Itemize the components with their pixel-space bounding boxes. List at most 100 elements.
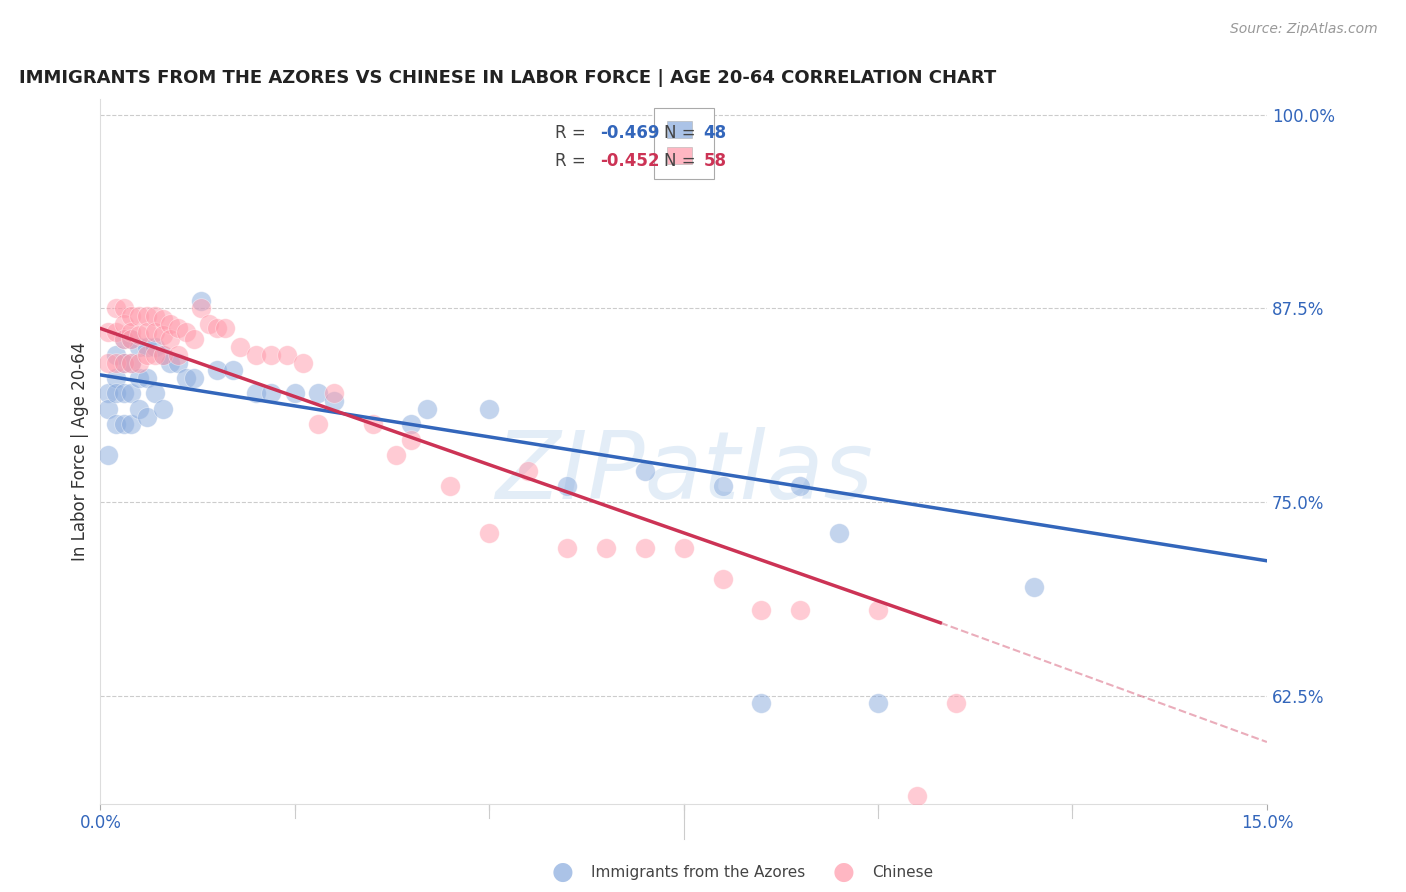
Point [174, 371, 197, 385]
Point [143, 325, 166, 339]
Point [152, 348, 174, 362]
Text: N =: N = [664, 124, 700, 142]
Point [905, 789, 928, 804]
Point [868, 696, 890, 710]
Point [120, 386, 142, 401]
Point [711, 479, 734, 493]
Point [97, 402, 120, 417]
Point [789, 603, 811, 617]
Point [120, 355, 142, 369]
Point [120, 325, 142, 339]
Point [128, 371, 150, 385]
Point [401, 417, 423, 432]
Point [307, 417, 329, 432]
Point [789, 479, 811, 493]
Point [245, 386, 267, 401]
Point [260, 386, 283, 401]
Point [104, 348, 127, 362]
Point [478, 525, 501, 540]
Point [183, 371, 205, 385]
Text: Source: ZipAtlas.com: Source: ZipAtlas.com [1230, 22, 1378, 37]
Point [152, 402, 174, 417]
Point [167, 321, 190, 335]
Point [136, 309, 159, 323]
Point [136, 371, 159, 385]
Text: Chinese: Chinese [872, 865, 932, 880]
Point [152, 348, 174, 362]
Point [120, 309, 142, 323]
Point [174, 325, 197, 339]
Point [517, 464, 540, 478]
Point [167, 355, 190, 369]
Point [97, 449, 120, 463]
Text: ●: ● [551, 861, 574, 884]
Point [945, 696, 967, 710]
Point [595, 541, 617, 556]
Point [97, 386, 120, 401]
Point [478, 402, 501, 417]
Point [120, 332, 142, 346]
Point [120, 332, 142, 346]
Point [143, 386, 166, 401]
Point [276, 348, 298, 362]
Point [205, 321, 228, 335]
Text: -0.452: -0.452 [599, 152, 659, 170]
Text: R =: R = [555, 152, 592, 170]
Text: ZIPatlas: ZIPatlas [495, 427, 873, 518]
Point [183, 332, 205, 346]
Point [751, 603, 773, 617]
Point [214, 321, 236, 335]
Point [221, 363, 243, 377]
Point [751, 696, 773, 710]
Point [120, 355, 142, 369]
Point [416, 402, 439, 417]
Point [634, 464, 657, 478]
Point [868, 603, 890, 617]
Point [152, 327, 174, 342]
Point [143, 340, 166, 354]
Point [245, 348, 267, 362]
Point [128, 340, 150, 354]
Text: ●: ● [832, 861, 855, 884]
Point [136, 340, 159, 354]
Point [112, 355, 135, 369]
Point [128, 327, 150, 342]
Point [190, 301, 212, 316]
Point [104, 301, 127, 316]
Point [307, 386, 329, 401]
Point [112, 317, 135, 331]
Point [112, 332, 135, 346]
Point [634, 541, 657, 556]
Point [322, 394, 344, 409]
Point [97, 325, 120, 339]
Point [104, 355, 127, 369]
Text: IMMIGRANTS FROM THE AZORES VS CHINESE IN LABOR FORCE | AGE 20-64 CORRELATION CHA: IMMIGRANTS FROM THE AZORES VS CHINESE IN… [18, 69, 995, 87]
Point [120, 417, 142, 432]
Point [205, 363, 228, 377]
Point [159, 317, 181, 331]
Point [401, 433, 423, 447]
Y-axis label: In Labor Force | Age 20-64: In Labor Force | Age 20-64 [72, 342, 89, 561]
Point [190, 293, 212, 308]
Point [284, 386, 307, 401]
Point [555, 479, 578, 493]
Text: R =: R = [555, 124, 592, 142]
Point [159, 355, 181, 369]
Text: 48: 48 [703, 124, 727, 142]
Point [112, 301, 135, 316]
Text: -0.469: -0.469 [599, 124, 659, 142]
Point [229, 340, 252, 354]
Point [672, 541, 695, 556]
Point [104, 325, 127, 339]
Point [555, 541, 578, 556]
Text: Immigrants from the Azores: Immigrants from the Azores [591, 865, 804, 880]
Point [198, 317, 221, 331]
Point [112, 332, 135, 346]
Point [104, 371, 127, 385]
Point [260, 348, 283, 362]
Point [104, 386, 127, 401]
Point [711, 573, 734, 587]
Legend: , : , [654, 108, 714, 179]
Point [291, 355, 314, 369]
Point [128, 402, 150, 417]
